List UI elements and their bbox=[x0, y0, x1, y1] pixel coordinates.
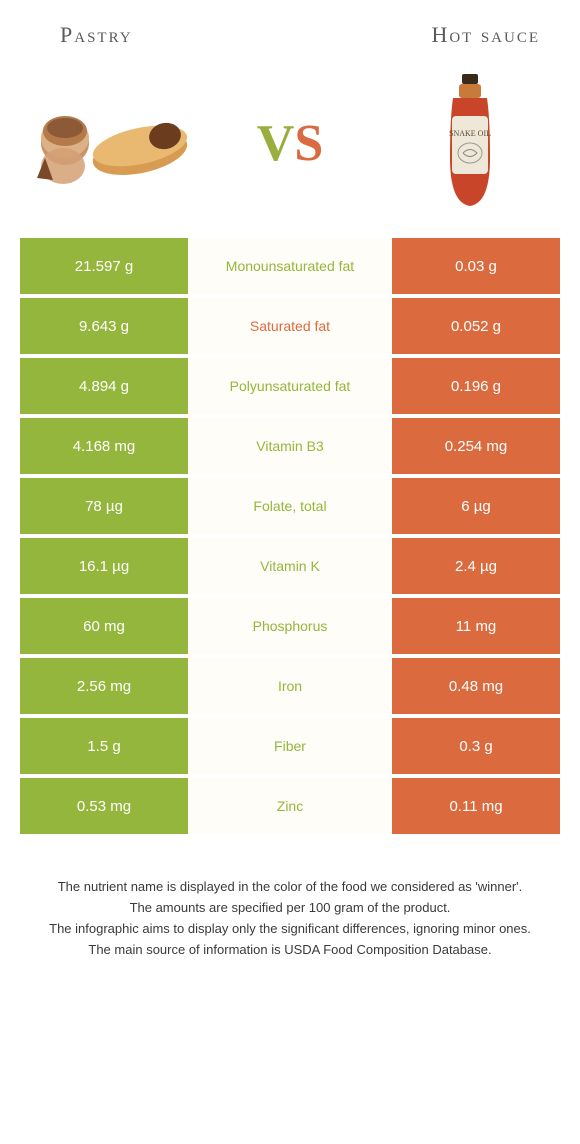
table-row: 78 µgFolate, total6 µg bbox=[20, 478, 560, 534]
table-row: 21.597 gMonounsaturated fat0.03 g bbox=[20, 238, 560, 294]
nutrient-label: Folate, total bbox=[188, 478, 392, 534]
right-value: 0.196 g bbox=[392, 358, 560, 414]
table-row: 4.168 mgVitamin B30.254 mg bbox=[20, 418, 560, 474]
footer-line-3: The infographic aims to display only the… bbox=[30, 920, 550, 939]
right-value: 0.03 g bbox=[392, 238, 560, 294]
left-value: 0.53 mg bbox=[20, 778, 188, 834]
left-value: 78 µg bbox=[20, 478, 188, 534]
nutrient-label: Fiber bbox=[188, 718, 392, 774]
right-title: Hot sauce bbox=[300, 22, 560, 48]
left-value: 1.5 g bbox=[20, 718, 188, 774]
right-value: 0.48 mg bbox=[392, 658, 560, 714]
right-value: 0.11 mg bbox=[392, 778, 560, 834]
vs-s: S bbox=[294, 115, 323, 172]
left-title: Pastry bbox=[20, 22, 300, 48]
table-row: 16.1 µgVitamin K2.4 µg bbox=[20, 538, 560, 594]
nutrient-label: Vitamin B3 bbox=[188, 418, 392, 474]
right-value: 2.4 µg bbox=[392, 538, 560, 594]
vs-v: V bbox=[257, 115, 295, 172]
left-value: 4.168 mg bbox=[20, 418, 188, 474]
nutrient-label: Polyunsaturated fat bbox=[188, 358, 392, 414]
right-value: 0.052 g bbox=[392, 298, 560, 354]
left-value: 21.597 g bbox=[20, 238, 188, 294]
footer-line-1: The nutrient name is displayed in the co… bbox=[30, 878, 550, 897]
right-value: 0.3 g bbox=[392, 718, 560, 774]
table-row: 9.643 gSaturated fat0.052 g bbox=[20, 298, 560, 354]
left-value: 9.643 g bbox=[20, 298, 188, 354]
nutrient-label: Zinc bbox=[188, 778, 392, 834]
table-row: 0.53 mgZinc0.11 mg bbox=[20, 778, 560, 834]
pastry-icon bbox=[20, 73, 200, 213]
images-row: VS SNAKE OIL bbox=[0, 58, 580, 238]
right-value: 0.254 mg bbox=[392, 418, 560, 474]
nutrient-label: Phosphorus bbox=[188, 598, 392, 654]
table-row: 60 mgPhosphorus11 mg bbox=[20, 598, 560, 654]
nutrient-label: Monounsaturated fat bbox=[188, 238, 392, 294]
nutrient-label: Saturated fat bbox=[188, 298, 392, 354]
table-row: 1.5 gFiber0.3 g bbox=[20, 718, 560, 774]
left-value: 4.894 g bbox=[20, 358, 188, 414]
table-row: 2.56 mgIron0.48 mg bbox=[20, 658, 560, 714]
footer-line-4: The main source of information is USDA F… bbox=[30, 941, 550, 960]
left-value: 60 mg bbox=[20, 598, 188, 654]
footer-notes: The nutrient name is displayed in the co… bbox=[0, 838, 580, 959]
table-row: 4.894 gPolyunsaturated fat0.196 g bbox=[20, 358, 560, 414]
vs-label: VS bbox=[257, 114, 323, 173]
right-value: 11 mg bbox=[392, 598, 560, 654]
left-value: 16.1 µg bbox=[20, 538, 188, 594]
left-value: 2.56 mg bbox=[20, 658, 188, 714]
nutrient-label: Iron bbox=[188, 658, 392, 714]
header-row: Pastry Hot sauce bbox=[0, 0, 580, 58]
svg-text:SNAKE OIL: SNAKE OIL bbox=[449, 129, 491, 138]
right-value: 6 µg bbox=[392, 478, 560, 534]
hot-sauce-bottle-icon: SNAKE OIL bbox=[380, 73, 560, 213]
nutrient-label: Vitamin K bbox=[188, 538, 392, 594]
footer-line-2: The amounts are specified per 100 gram o… bbox=[30, 899, 550, 918]
comparison-table: 21.597 gMonounsaturated fat0.03 g9.643 g… bbox=[0, 238, 580, 834]
